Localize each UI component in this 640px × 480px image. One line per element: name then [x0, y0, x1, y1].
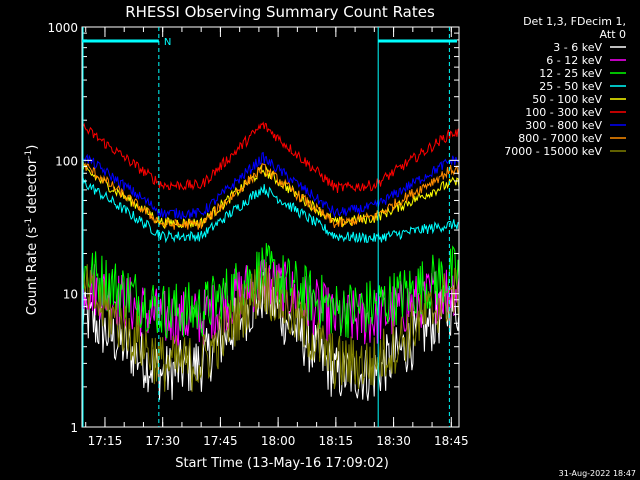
legend-header: Det 1,3, FDecim 1, [523, 15, 626, 28]
plot-frame [81, 26, 460, 428]
series-line-7 [81, 160, 460, 230]
legend-label: 12 - 25 keV [539, 67, 602, 80]
legend-label: 3 - 6 keV [553, 41, 602, 54]
y-tick-label: 1 [70, 421, 78, 435]
y-tick-label: 10 [63, 288, 78, 302]
y-tick-label: 1000 [47, 21, 78, 35]
x-tick-label: 17:45 [203, 434, 238, 448]
legend-label: 800 - 7000 keV [518, 132, 602, 145]
x-axis-label: Start Time (13-May-16 17:09:02) [175, 456, 389, 471]
legend-label: 6 - 12 keV [546, 54, 602, 67]
series-line-5 [81, 121, 460, 193]
series-line-6 [81, 151, 460, 220]
series-line-8 [81, 263, 460, 392]
x-tick-label: 18:30 [376, 434, 411, 448]
legend-label: 300 - 800 keV [525, 119, 602, 132]
flag-label: N [164, 37, 171, 48]
series-line-2 [81, 243, 460, 339]
legend-header: Att 0 [600, 28, 626, 41]
plot-area [81, 121, 460, 401]
x-tick-label: 17:15 [88, 434, 123, 448]
x-tick-label: 17:30 [145, 434, 180, 448]
legend-label: 50 - 100 keV [532, 93, 602, 106]
legend-label: 25 - 50 keV [539, 80, 602, 93]
legend-label: 7000 - 15000 keV [504, 145, 602, 158]
y-axis-label: Count Rate (s-1 detector-1) [24, 145, 40, 316]
chart-title: RHESSI Observing Summary Count Rates [125, 3, 435, 21]
y-tick-label: 100 [55, 154, 78, 168]
x-tick-label: 18:45 [434, 434, 469, 448]
legend-label: 100 - 300 keV [525, 106, 602, 119]
x-tick-label: 18:15 [319, 434, 354, 448]
timestamp: 31-Aug-2022 18:47 [559, 469, 636, 478]
x-tick-label: 18:00 [261, 434, 296, 448]
axes: 1 10 100 1000 17:15 17:30 17:45 18:00 18:15 18:30… [47, 21, 468, 448]
series-line-3 [81, 175, 460, 244]
